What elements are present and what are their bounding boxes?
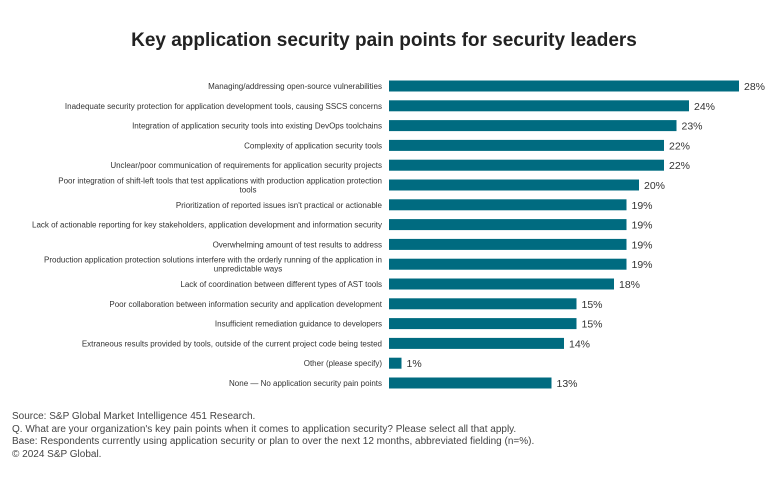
bar [389,318,577,330]
bar [389,159,664,171]
category-label: Overwhelming amount of test results to a… [213,240,382,249]
copyright-note: © 2024 S&P Global. [12,448,102,460]
bar [389,139,664,151]
value-label: 1% [407,358,422,370]
bar [389,298,577,310]
value-label: 13% [557,378,578,390]
bar [389,337,564,349]
value-label: 24% [694,101,715,113]
bar [389,80,739,92]
category-label: Poor integration of shift-left tools tha… [58,177,382,195]
value-label: 15% [582,299,603,311]
source-note: Source: S&P Global Market Intelligence 4… [12,411,256,422]
bar [389,179,639,191]
category-label: Lack of actionable reporting for key sta… [32,221,382,230]
value-label: 23% [682,121,703,133]
value-label: 19% [632,220,653,232]
chart-title: Key application security pain points for… [131,30,637,51]
category-label: Prioritization of reported issues isn't … [176,201,383,210]
base-note: Base: Respondents currently using applic… [12,436,535,447]
value-label: 18% [619,279,640,291]
category-label: Unclear/poor communication of requiremen… [110,161,382,170]
bar [389,100,689,112]
bar [389,238,627,250]
category-label: Complexity of application security tools [244,141,382,150]
bar [389,219,627,231]
value-label: 22% [669,140,690,152]
category-label: Extraneous results provided by tools, ou… [82,339,382,348]
bar [389,377,552,389]
value-label: 19% [632,200,653,212]
category-label: Production application protection soluti… [44,256,382,274]
category-label: Poor collaboration between information s… [109,300,382,309]
category-label: Integration of application security tool… [132,122,382,131]
category-label: Inadequate security protection for appli… [65,102,382,111]
bar-chart: Managing/addressing open-source vulnerab… [32,80,765,390]
question-note: Q. What are your organization's key pain… [12,423,517,435]
category-label: Lack of coordination between different t… [180,280,382,289]
bar [389,258,627,270]
bar [389,278,614,290]
value-label: 19% [632,259,653,271]
category-label: Managing/addressing open-source vulnerab… [208,82,382,91]
value-label: 20% [644,180,665,192]
value-label: 28% [744,81,765,93]
category-label: Other (please specify) [304,359,383,368]
bar [389,120,677,132]
bar [389,199,627,211]
chart-notes: Source: S&P Global Market Intelligence 4… [12,411,534,461]
value-label: 22% [669,160,690,172]
category-label: None — No application security pain poin… [229,379,382,388]
value-label: 14% [569,338,590,350]
category-label: Insufficient remediation guidance to dev… [215,320,382,329]
bar [389,357,402,369]
value-label: 19% [632,239,653,251]
value-label: 15% [582,319,603,331]
